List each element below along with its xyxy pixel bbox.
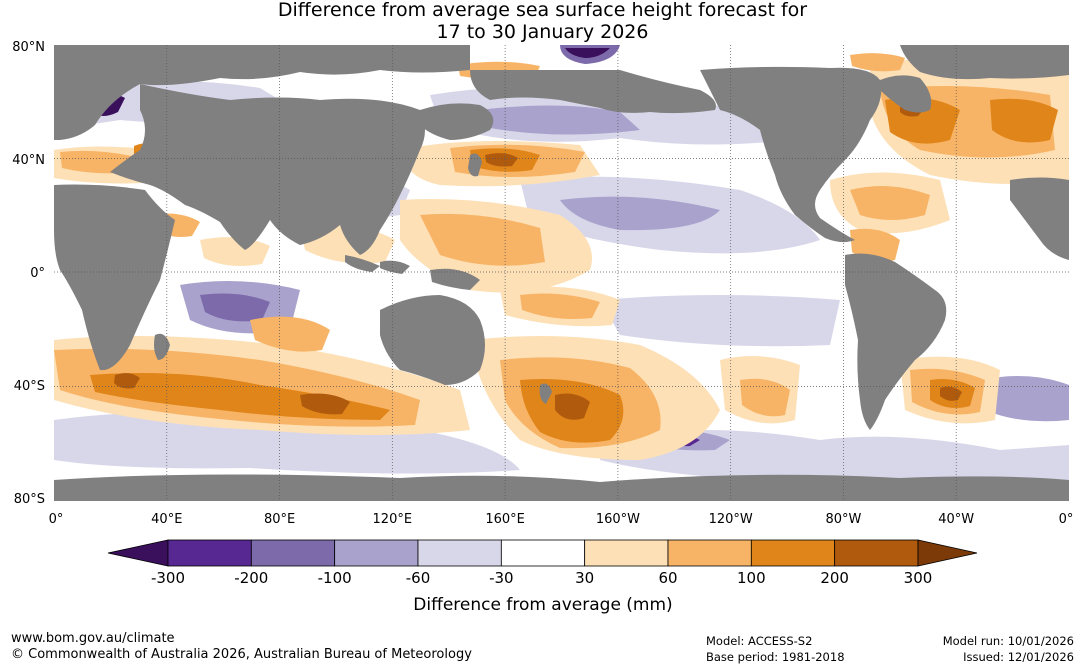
borneo xyxy=(380,260,410,274)
colorbar-segment xyxy=(750,539,836,567)
lon-label-0-right: 0° xyxy=(1059,512,1074,527)
colorbar-upper-extension xyxy=(917,539,978,567)
colorbar-tick-label: -200 xyxy=(234,569,268,587)
south-america xyxy=(845,253,947,430)
map-title-line-1: Difference from average sea surface heig… xyxy=(277,0,808,21)
colorbar-segment xyxy=(584,539,669,567)
land-masses xyxy=(54,45,1069,501)
colorbar-segment xyxy=(167,539,252,567)
colorbar-segment xyxy=(834,539,919,567)
colorbar-tick-label: 100 xyxy=(737,569,766,587)
greenland xyxy=(900,45,1069,80)
japan xyxy=(468,153,482,177)
lon-label-80w: 80°W xyxy=(825,512,861,527)
lat-label-40s: 40°S xyxy=(14,379,45,394)
map-title-line-2: 17 to 30 January 2026 xyxy=(436,21,649,43)
lon-label-80e: 80°E xyxy=(264,512,295,527)
map-graticule xyxy=(54,45,1069,501)
colorbar-segment xyxy=(500,539,586,567)
colorbar-tick-label: -300 xyxy=(151,569,185,587)
lon-label-120e: 120°E xyxy=(373,512,413,527)
siberia-east xyxy=(420,103,494,140)
map-canvas xyxy=(54,45,1069,501)
greenland-south xyxy=(880,75,932,113)
footer-website: www.bom.gov.au/climate xyxy=(11,631,175,646)
colorbar-tick-label: -60 xyxy=(406,569,431,587)
colorbar-tick-label: -30 xyxy=(489,569,514,587)
lon-label-160e: 160°E xyxy=(485,512,525,527)
footer-copyright: © Commonwealth of Australia 2026, Austra… xyxy=(11,647,472,662)
lat-label-80s: 80°S xyxy=(14,492,45,507)
footer-issued: Issued: 12/01/2026 xyxy=(963,650,1074,664)
arctic-coast xyxy=(470,70,716,114)
colorbar-lower-extension xyxy=(107,539,169,567)
lat-label-equator: 0° xyxy=(30,266,45,281)
sumatra xyxy=(345,255,380,272)
colorbar-segment xyxy=(250,539,336,567)
eurasia-north xyxy=(54,45,470,140)
australia xyxy=(380,295,485,385)
lon-label-0-left: 0° xyxy=(49,512,64,527)
colorbar-tick-label: 30 xyxy=(575,569,594,587)
new-guinea xyxy=(430,268,480,290)
north-america xyxy=(700,66,882,243)
colorbar: -300 -200 -100 -60 -30 30 60 100 200 300 xyxy=(107,539,978,587)
colorbar-segment xyxy=(417,539,502,567)
colorbar-segments xyxy=(167,539,919,567)
antarctica xyxy=(54,474,1069,501)
lon-label-120w: 120°W xyxy=(709,512,753,527)
colorbar-tick-label: 60 xyxy=(658,569,677,587)
africa-west xyxy=(1010,177,1069,260)
footer-model-run: Model run: 10/01/2026 xyxy=(942,634,1074,648)
colorbar-segment xyxy=(667,539,752,567)
footer-model: Model: ACCESS-S2 xyxy=(706,634,813,648)
colorbar-segment xyxy=(334,539,419,567)
africa xyxy=(54,184,175,371)
lon-label-160w: 160°W xyxy=(596,512,640,527)
colorbar-tick-label: 200 xyxy=(820,569,849,587)
madagascar xyxy=(154,333,170,360)
new-zealand xyxy=(539,383,552,404)
lon-label-40e: 40°E xyxy=(151,512,182,527)
colorbar-title: Difference from average (mm) xyxy=(413,595,672,615)
colorbar-tick-label: -100 xyxy=(318,569,352,587)
colorbar-tick-label: 300 xyxy=(904,569,933,587)
lon-label-40w: 40°W xyxy=(938,512,974,527)
lat-label-40n: 40°N xyxy=(12,153,45,168)
asia xyxy=(110,84,425,255)
footer-base-period: Base period: 1981-2018 xyxy=(706,650,845,664)
lat-label-80n: 80°N xyxy=(12,40,45,55)
